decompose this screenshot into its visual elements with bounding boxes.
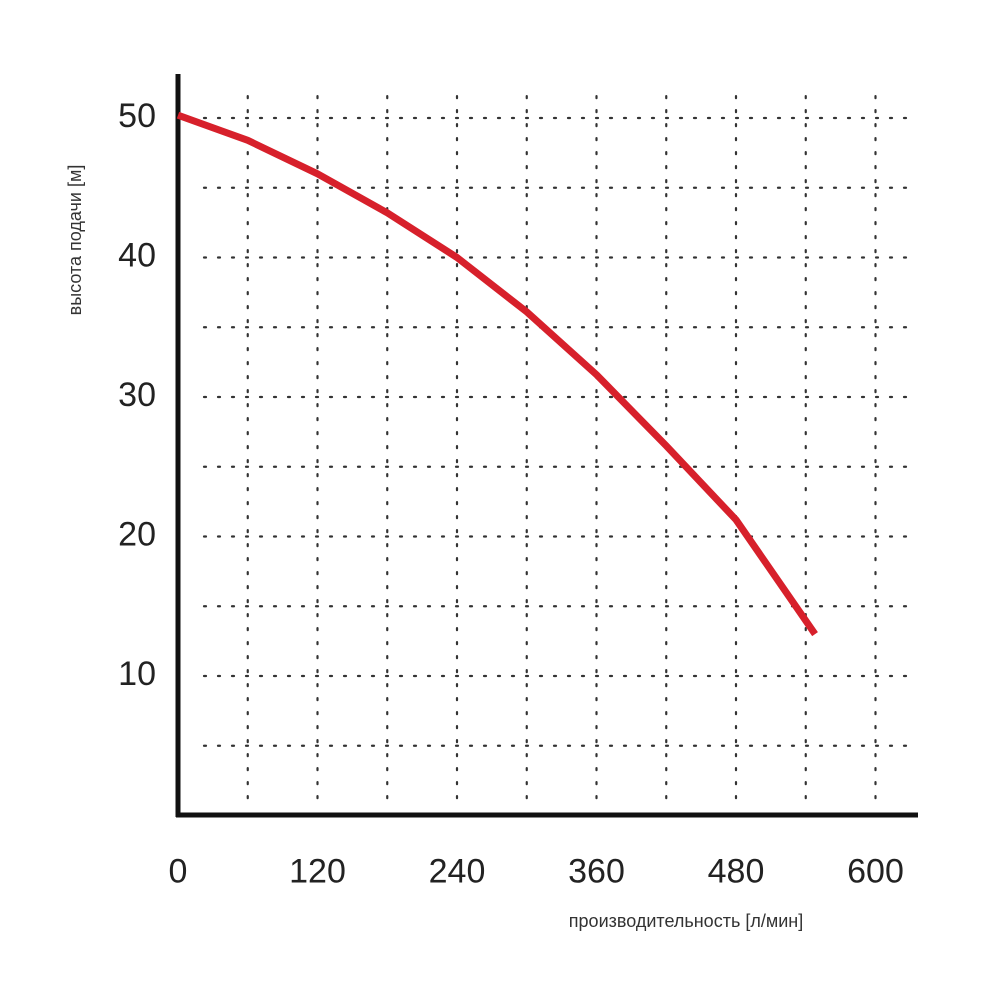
curve	[176, 111, 818, 637]
x-tick-label: 480	[708, 852, 765, 890]
y-tick-label: 40	[118, 236, 156, 274]
y-tick-label: 30	[118, 376, 156, 414]
y-tick-label: 50	[118, 97, 156, 135]
x-tick-label: 120	[289, 852, 346, 890]
x-tick-label: 0	[169, 852, 188, 890]
y-tick-label: 10	[118, 655, 156, 693]
x-tick-label: 600	[847, 852, 904, 890]
y-axis-title: высота подачи [м]	[65, 165, 85, 316]
x-tick-label: 240	[429, 852, 486, 890]
x-tick-label: 360	[568, 852, 625, 890]
x-axis-title: производительность [л/мин]	[569, 911, 803, 931]
y-tick-label: 20	[118, 515, 156, 553]
